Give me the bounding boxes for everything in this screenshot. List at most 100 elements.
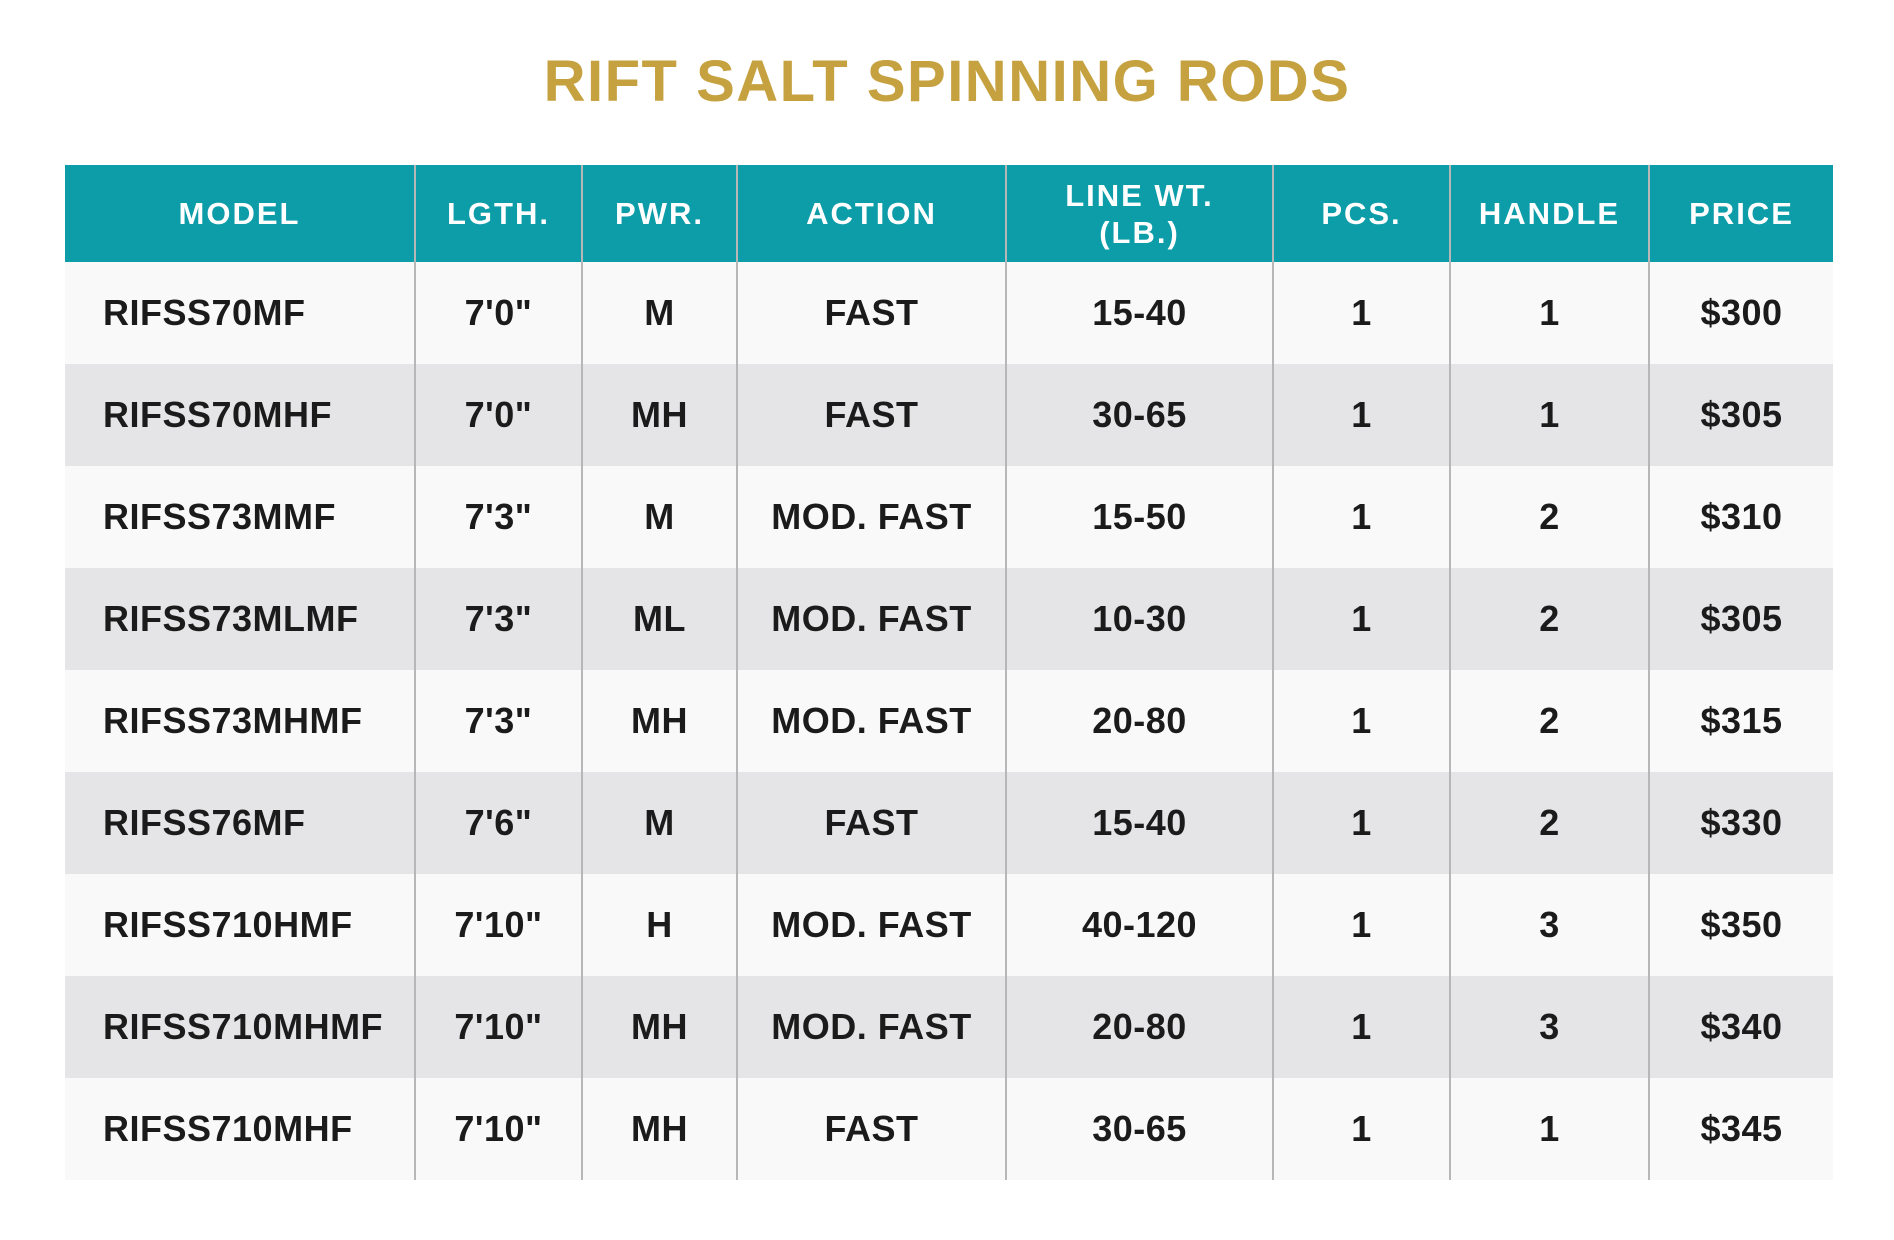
column-header-line-wt: LINE WT. (LB.): [1005, 165, 1273, 262]
column-header-label: HANDLE: [1478, 196, 1621, 231]
cell-pwr: ML: [581, 568, 737, 670]
table-row: RIFSS73MMF 7'3" M MOD. FAST 15-50 1 2 $310: [65, 466, 1833, 568]
cell-action: MOD. FAST: [736, 670, 1006, 772]
column-header-label: ACTION: [806, 196, 937, 231]
cell-pwr: M: [581, 772, 737, 874]
cell-handle: 1: [1449, 364, 1649, 466]
cell-handle: 2: [1449, 466, 1649, 568]
cell-pcs: 1: [1272, 772, 1450, 874]
cell-line-wt: 15-50: [1005, 466, 1273, 568]
cell-model: RIFSS73MHMF: [103, 700, 363, 741]
cell-lgth: 7'3": [414, 670, 582, 772]
column-header-pcs: PCS.: [1272, 165, 1450, 262]
table-header-row: MODEL LGTH. PWR. ACTION LINE WT. (LB.) P…: [65, 165, 1833, 262]
cell-line-wt: 20-80: [1005, 670, 1273, 772]
cell-line-wt: 15-40: [1005, 772, 1273, 874]
cell-price: $305: [1648, 568, 1833, 670]
cell-pcs: 1: [1272, 1078, 1450, 1180]
table-row: RIFSS710MHMF 7'10" MH MOD. FAST 20-80 1 3 $340: [65, 976, 1833, 1078]
cell-action: FAST: [736, 364, 1006, 466]
cell-handle: 2: [1449, 772, 1649, 874]
cell-price: $300: [1648, 262, 1833, 364]
cell-handle: 3: [1449, 874, 1649, 976]
cell-pcs: 1: [1272, 568, 1450, 670]
cell-handle: 2: [1449, 670, 1649, 772]
column-header-label: PRICE: [1689, 196, 1794, 231]
table-row: RIFSS76MF 7'6" M FAST 15-40 1 2 $330: [65, 772, 1833, 874]
cell-pwr: M: [581, 262, 737, 364]
cell-price: $350: [1648, 874, 1833, 976]
table-row: RIFSS73MHMF 7'3" MH MOD. FAST 20-80 1 2 $315: [65, 670, 1833, 772]
cell-action: FAST: [736, 1078, 1006, 1180]
cell-pwr: MH: [581, 976, 737, 1078]
cell-price: $345: [1648, 1078, 1833, 1180]
cell-line-wt: 15-40: [1005, 262, 1273, 364]
cell-handle: 2: [1449, 568, 1649, 670]
cell-model: RIFSS70MHF: [103, 394, 333, 435]
cell-pcs: 1: [1272, 976, 1450, 1078]
cell-lgth: 7'10": [414, 976, 582, 1078]
cell-handle: 3: [1449, 976, 1649, 1078]
cell-line-wt: 30-65: [1005, 1078, 1273, 1180]
cell-action: MOD. FAST: [736, 568, 1006, 670]
cell-line-wt: 10-30: [1005, 568, 1273, 670]
cell-price: $305: [1648, 364, 1833, 466]
cell-action: FAST: [736, 772, 1006, 874]
column-header-model: MODEL: [65, 165, 415, 262]
cell-lgth: 7'10": [414, 1078, 582, 1180]
cell-line-wt: 20-80: [1005, 976, 1273, 1078]
cell-pwr: MH: [581, 1078, 737, 1180]
cell-action: MOD. FAST: [736, 466, 1006, 568]
column-header-handle: HANDLE: [1449, 165, 1649, 262]
cell-model: RIFSS710MHF: [103, 1108, 353, 1149]
cell-line-wt: 40-120: [1005, 874, 1273, 976]
cell-pcs: 1: [1272, 262, 1450, 364]
cell-pcs: 1: [1272, 364, 1450, 466]
cell-lgth: 7'6": [414, 772, 582, 874]
column-header-label-line2: (LB.): [1099, 214, 1180, 250]
cell-pcs: 1: [1272, 670, 1450, 772]
table-row: RIFSS710MHF 7'10" MH FAST 30-65 1 1 $345: [65, 1078, 1833, 1180]
cell-model: RIFSS73MLMF: [103, 598, 359, 639]
column-header-label: PWR.: [615, 196, 704, 231]
column-header-pwr: PWR.: [581, 165, 737, 262]
cell-price: $340: [1648, 976, 1833, 1078]
rods-table-body: RIFSS70MF 7'0" M FAST 15-40 1 1 $300 RIFSS70MHF 7…: [65, 262, 1833, 1180]
cell-price: $315: [1648, 670, 1833, 772]
table-row: RIFSS73MLMF 7'3" ML MOD. FAST 10-30 1 2 $305: [65, 568, 1833, 670]
cell-handle: 1: [1449, 262, 1649, 364]
cell-action: MOD. FAST: [736, 976, 1006, 1078]
table-row: RIFSS70MF 7'0" M FAST 15-40 1 1 $300: [65, 262, 1833, 364]
cell-pwr: H: [581, 874, 737, 976]
column-header-label: PCS.: [1321, 196, 1402, 231]
column-header-label: MODEL: [178, 196, 301, 231]
cell-lgth: 7'3": [414, 568, 582, 670]
cell-model: RIFSS710HMF: [103, 904, 353, 945]
cell-model: RIFSS73MMF: [103, 496, 337, 537]
cell-lgth: 7'0": [414, 262, 582, 364]
cell-pwr: MH: [581, 364, 737, 466]
cell-lgth: 7'0": [414, 364, 582, 466]
cell-handle: 1: [1449, 1078, 1649, 1180]
table-row: RIFSS710HMF 7'10" H MOD. FAST 40-120 1 3 $350: [65, 874, 1833, 976]
rods-table: MODEL LGTH. PWR. ACTION LINE WT. (LB.) P…: [65, 165, 1833, 1180]
table-row: RIFSS70MHF 7'0" MH FAST 30-65 1 1 $305: [65, 364, 1833, 466]
cell-pcs: 1: [1272, 874, 1450, 976]
cell-price: $330: [1648, 772, 1833, 874]
cell-model: RIFSS710MHMF: [103, 1006, 384, 1047]
column-header-label: LGTH.: [447, 196, 550, 231]
column-header-action: ACTION: [736, 165, 1006, 262]
cell-lgth: 7'10": [414, 874, 582, 976]
column-header-label: LINE WT.: [1065, 177, 1214, 213]
cell-line-wt: 30-65: [1005, 364, 1273, 466]
cell-action: FAST: [736, 262, 1006, 364]
cell-model: RIFSS70MF: [103, 292, 306, 333]
cell-action: MOD. FAST: [736, 874, 1006, 976]
page-title: RIFT SALT SPINNING RODS: [543, 49, 1351, 114]
cell-price: $310: [1648, 466, 1833, 568]
cell-pwr: MH: [581, 670, 737, 772]
cell-lgth: 7'3": [414, 466, 582, 568]
cell-pwr: M: [581, 466, 737, 568]
cell-pcs: 1: [1272, 466, 1450, 568]
